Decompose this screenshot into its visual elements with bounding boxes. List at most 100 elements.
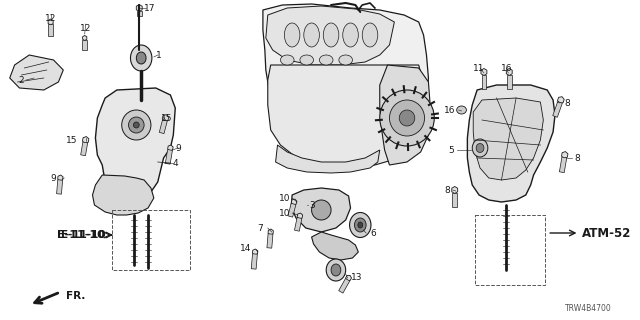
- Polygon shape: [452, 187, 458, 194]
- Text: 9: 9: [51, 173, 56, 182]
- Polygon shape: [297, 213, 303, 219]
- Polygon shape: [473, 98, 543, 180]
- Polygon shape: [268, 229, 273, 235]
- Circle shape: [312, 200, 331, 220]
- Polygon shape: [83, 137, 89, 143]
- Text: 10: 10: [278, 194, 290, 203]
- Bar: [112, 210, 190, 270]
- Text: 13: 13: [351, 274, 362, 283]
- Polygon shape: [58, 175, 63, 181]
- Ellipse shape: [358, 222, 363, 228]
- Ellipse shape: [331, 264, 340, 276]
- Polygon shape: [95, 88, 175, 198]
- Ellipse shape: [300, 55, 314, 65]
- Bar: [559, 157, 567, 173]
- Text: 10: 10: [278, 209, 290, 218]
- Text: 14: 14: [240, 244, 252, 252]
- Text: 15: 15: [161, 114, 172, 123]
- Bar: [252, 254, 257, 269]
- Ellipse shape: [319, 55, 333, 65]
- Bar: [267, 234, 273, 248]
- Circle shape: [390, 100, 424, 136]
- Bar: [481, 75, 486, 89]
- Ellipse shape: [284, 23, 300, 47]
- Polygon shape: [263, 4, 428, 165]
- Polygon shape: [557, 97, 564, 103]
- Text: 12: 12: [45, 13, 56, 22]
- Circle shape: [399, 110, 415, 126]
- Polygon shape: [467, 85, 555, 202]
- Bar: [83, 39, 87, 50]
- Polygon shape: [291, 199, 297, 205]
- Ellipse shape: [343, 23, 358, 47]
- Text: 2: 2: [19, 76, 24, 84]
- Bar: [452, 193, 457, 206]
- Ellipse shape: [280, 55, 294, 65]
- Text: 16: 16: [444, 106, 456, 115]
- Bar: [159, 120, 167, 134]
- Ellipse shape: [349, 212, 371, 237]
- Polygon shape: [276, 145, 380, 173]
- Text: 7: 7: [257, 223, 263, 233]
- Polygon shape: [380, 65, 430, 165]
- Text: E-11-10: E-11-10: [61, 230, 105, 240]
- Polygon shape: [136, 4, 142, 12]
- Polygon shape: [291, 188, 351, 232]
- Ellipse shape: [339, 55, 353, 65]
- Bar: [48, 24, 53, 36]
- Polygon shape: [268, 65, 426, 167]
- Polygon shape: [266, 6, 394, 65]
- Text: 15: 15: [67, 135, 78, 145]
- Polygon shape: [561, 152, 568, 158]
- Bar: [137, 11, 141, 15]
- Ellipse shape: [136, 52, 146, 64]
- Text: 5: 5: [448, 146, 454, 155]
- Ellipse shape: [326, 259, 346, 281]
- Polygon shape: [83, 36, 87, 41]
- Ellipse shape: [133, 122, 140, 128]
- Text: 6: 6: [370, 228, 376, 237]
- Text: 8: 8: [564, 99, 570, 108]
- Ellipse shape: [131, 45, 152, 71]
- Text: 4: 4: [172, 158, 178, 167]
- Ellipse shape: [362, 23, 378, 47]
- Text: 17: 17: [144, 4, 156, 12]
- Polygon shape: [93, 175, 154, 215]
- Polygon shape: [506, 68, 512, 76]
- Text: 3: 3: [310, 201, 316, 210]
- Ellipse shape: [476, 143, 484, 153]
- Ellipse shape: [122, 110, 151, 140]
- Polygon shape: [481, 68, 487, 76]
- Bar: [56, 180, 63, 194]
- Text: 8: 8: [444, 186, 450, 195]
- Bar: [165, 149, 172, 164]
- Text: 9: 9: [175, 143, 181, 153]
- Bar: [475, 215, 545, 285]
- Ellipse shape: [457, 106, 467, 114]
- Text: TRW4B4700: TRW4B4700: [564, 304, 611, 313]
- Bar: [294, 217, 302, 231]
- Ellipse shape: [129, 117, 144, 133]
- Polygon shape: [48, 19, 53, 25]
- Bar: [81, 142, 88, 156]
- Text: 8: 8: [575, 154, 580, 163]
- Bar: [507, 75, 512, 89]
- Text: E-11-10: E-11-10: [58, 230, 105, 240]
- Text: 1: 1: [156, 51, 161, 60]
- Ellipse shape: [323, 23, 339, 47]
- Polygon shape: [346, 276, 351, 281]
- Text: 12: 12: [80, 23, 92, 33]
- Polygon shape: [168, 145, 173, 151]
- Bar: [553, 101, 563, 117]
- Polygon shape: [162, 115, 169, 121]
- Ellipse shape: [355, 218, 366, 232]
- Bar: [339, 278, 349, 293]
- Ellipse shape: [472, 139, 488, 157]
- Polygon shape: [252, 249, 258, 255]
- Circle shape: [380, 90, 435, 146]
- Ellipse shape: [304, 23, 319, 47]
- Text: FR.: FR.: [66, 291, 86, 301]
- Polygon shape: [10, 55, 63, 90]
- Text: 16: 16: [500, 63, 512, 73]
- Text: ATM-52: ATM-52: [582, 227, 632, 239]
